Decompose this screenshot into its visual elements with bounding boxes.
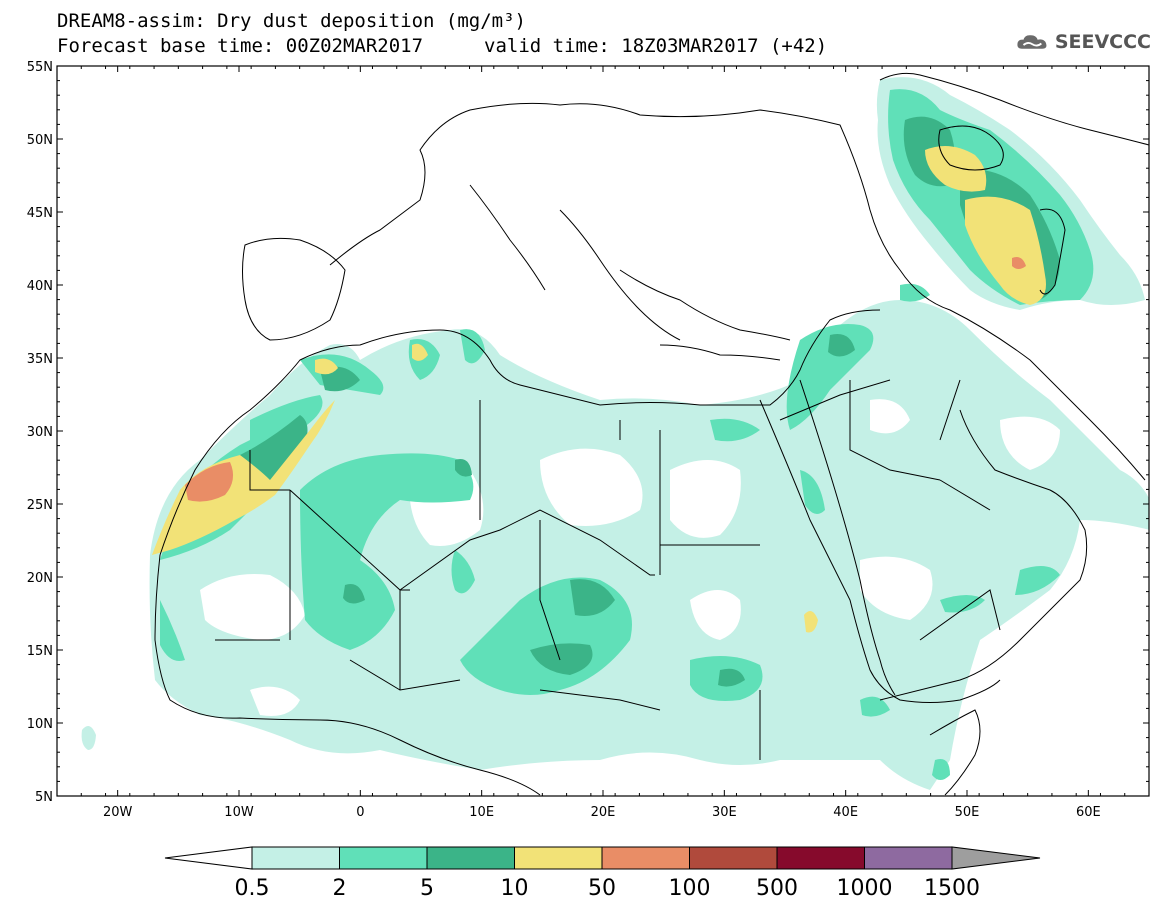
colorbar-label: 1000 [837,876,893,901]
lat-label: 25N [27,498,53,513]
colorbar-swatch [776,846,865,870]
colorbar-label: 2 [333,876,347,901]
colorbar-label: 1500 [924,876,980,901]
lat-label: 30N [27,425,53,440]
lon-label: 30E [712,805,737,820]
dust-field-layer [81,77,1149,790]
colorbar-label: 10 [501,876,529,901]
map-axes: 55N 50N 45N 40N 35N 30N 25N 20N 15N 10N 5N 20W 10W 0 1… [27,60,1150,820]
lon-label: 10E [469,805,494,820]
forecast-base-time: Forecast base time: 00Z02MAR2017 [57,35,424,57]
dust-level-10 [152,146,1046,633]
colorbar-swatch [864,846,953,870]
lat-label: 20N [27,571,53,586]
colorbar-under-arrow [164,846,253,870]
lat-label: 10N [27,717,53,732]
colorbar-over-arrow [951,846,1041,870]
map-title: DREAM8-assim: Dry dust deposition (mg/m³… [57,10,526,32]
lat-label: 45N [27,206,53,221]
colorbar-label: 0.5 [235,876,270,901]
border-layer [215,379,1001,760]
lat-label: 15N [27,644,53,659]
dust-level-50 [185,257,1026,502]
lon-label: 0 [356,805,364,820]
valid-time: valid time: 18Z03MAR2017 (+42) [484,35,828,57]
colorbar-swatch [514,846,603,870]
colorbar: 0.5 2 5 10 50 100 500 1000 1500 [164,846,1041,901]
lat-label: 40N [27,279,53,294]
lat-label: 50N [27,133,53,148]
colorbar-label: 500 [756,876,798,901]
colorbar-swatch [601,846,690,870]
lon-label: 10W [224,805,254,820]
lat-label: 55N [27,60,53,75]
lon-label: 20W [103,805,133,820]
seevccc-logo: SEEVCCC [1016,27,1151,57]
lat-label: 5N [35,790,53,805]
lon-label: 60E [1076,805,1101,820]
colorbar-label: 5 [420,876,434,901]
lat-label: 35N [27,352,53,367]
lon-label: 50E [955,805,980,820]
logo-text: SEEVCCC [1054,31,1151,53]
colorbar-swatch [251,846,340,870]
colorbar-label: 100 [669,876,711,901]
colorbar-swatch [339,846,428,870]
colorbar-swatch [689,846,778,870]
lon-label: 20E [591,805,616,820]
colorbar-label: 50 [588,876,616,901]
cloud-logo-icon [1017,35,1047,49]
coastline-layer [154,72,1149,796]
colorbar-swatch [426,846,515,870]
lon-label: 40E [833,805,858,820]
